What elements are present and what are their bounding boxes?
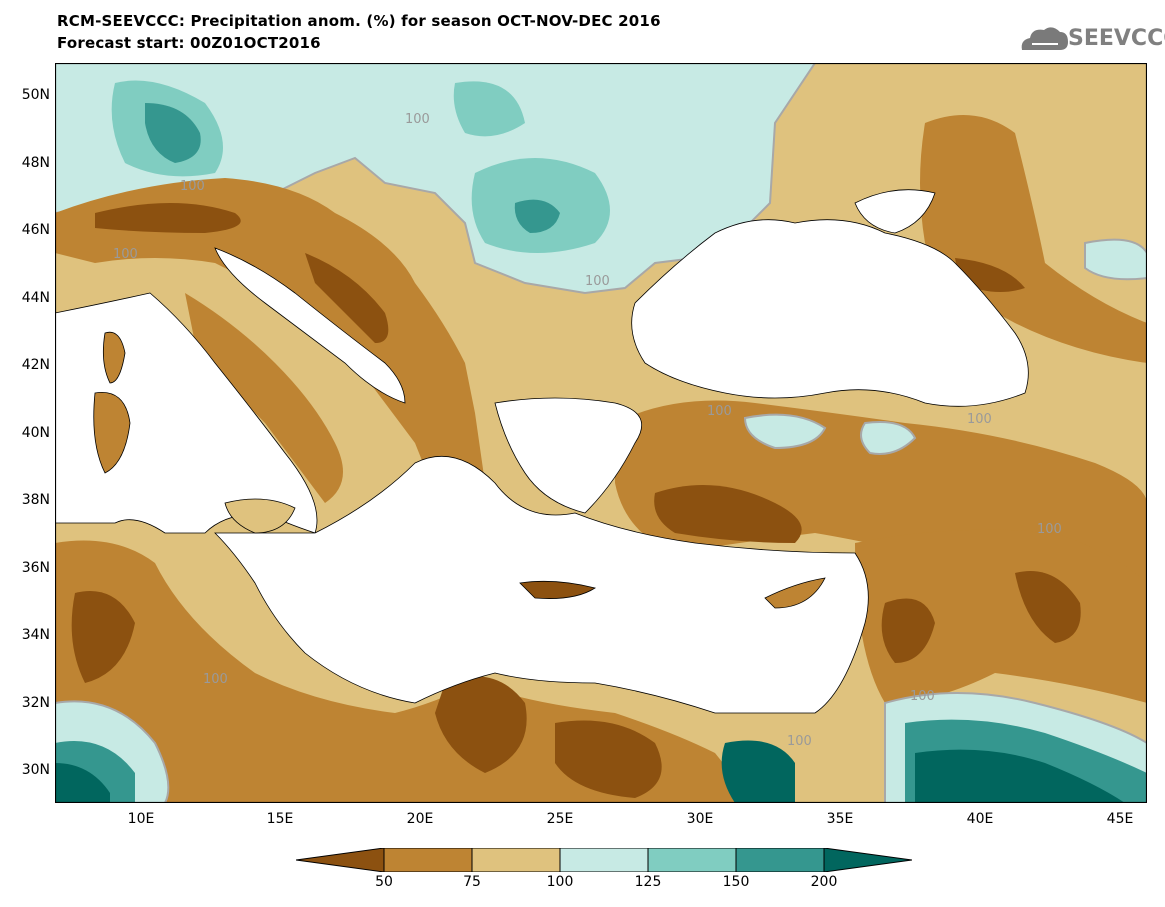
island-corsica	[102, 331, 126, 384]
lon-label: 40E	[966, 811, 994, 827]
contour-label: 100	[787, 734, 812, 749]
island-cyprus	[764, 577, 826, 609]
colorbar-seg-0	[296, 848, 385, 872]
lon-label: 20E	[406, 811, 434, 827]
lat-label: 42N	[21, 357, 50, 373]
contour-label: 100	[910, 689, 935, 704]
colorbar-seg-3	[559, 848, 649, 872]
region-150-200-north	[145, 103, 201, 163]
lat-label: 50N	[21, 87, 50, 103]
region-gt200-se	[915, 749, 1125, 803]
forecast-start: Forecast start: 00Z01OCT2016	[57, 34, 321, 52]
contour-label: 100	[203, 672, 228, 687]
region-50-75-levant	[855, 529, 1147, 703]
contour-label: 100	[113, 247, 138, 262]
sea-aegean	[494, 397, 643, 514]
cloud-icon	[1021, 27, 1068, 50]
region-125-150-ne	[453, 81, 525, 137]
contour-label: 100	[585, 274, 610, 289]
lon-label: 30E	[686, 811, 714, 827]
colorbar-label: 100	[546, 874, 574, 890]
region-gt200-sw	[55, 763, 110, 803]
contour-label: 100	[180, 179, 205, 194]
logo-text: SEEVCCC	[1068, 26, 1165, 51]
region-lt50-levant	[881, 598, 935, 663]
colorbar-label: 150	[722, 874, 750, 890]
colorbar-seg-2	[471, 848, 561, 872]
lat-label: 38N	[21, 492, 50, 508]
contour-label: 100	[1037, 522, 1062, 537]
region-lt50-turkey	[654, 485, 802, 543]
region-50-75-italy	[185, 293, 343, 503]
colorbar-seg-6	[823, 848, 912, 872]
island-sicily	[224, 498, 296, 534]
contour-label: 100	[967, 412, 992, 427]
region-100-125-turkey-a	[743, 413, 827, 450]
region-lt50-libya	[435, 676, 527, 773]
lon-label: 15E	[266, 811, 294, 827]
sea-azov	[854, 189, 936, 234]
lat-label: 44N	[21, 290, 50, 306]
lon-label: 10E	[127, 811, 155, 827]
colorbar	[296, 848, 912, 872]
region-lt50-tunisia	[71, 591, 135, 683]
lon-label: 25E	[546, 811, 574, 827]
colorbar-seg-4	[647, 848, 737, 872]
colorbar-seg-5	[735, 848, 825, 872]
colorbar-label: 125	[634, 874, 662, 890]
region-50-75-alps	[55, 178, 495, 563]
sea-adriatic	[214, 247, 406, 404]
island-sardinia	[93, 391, 131, 474]
colorbar-label: 50	[375, 874, 393, 890]
lat-label: 36N	[21, 560, 50, 576]
lat-label: 48N	[21, 155, 50, 171]
map-frame	[55, 63, 1147, 803]
sea-black	[631, 219, 1029, 407]
lat-label: 46N	[21, 222, 50, 238]
region-lt50-egypt	[555, 720, 662, 798]
region-lt50-syria	[1015, 571, 1081, 643]
region-lt50-alps	[95, 203, 241, 233]
region-150-200-carpath	[514, 199, 560, 233]
region-gt200-egypt	[721, 740, 795, 803]
lon-label: 35E	[826, 811, 854, 827]
colorbar-label: 75	[463, 874, 481, 890]
region-50-75-russia	[920, 115, 1147, 363]
lon-label: 45E	[1106, 811, 1134, 827]
contour-labels: 100 100 100 100 100 100 100 100 100 100	[113, 112, 1062, 749]
colorbar-label: 200	[810, 874, 838, 890]
map-title: RCM-SEEVCCC: Precipitation anom. (%) for…	[57, 12, 661, 30]
lat-label: 32N	[21, 695, 50, 711]
lat-label: 34N	[21, 627, 50, 643]
island-crete	[519, 580, 596, 599]
region-lt50-dinaric	[305, 253, 389, 343]
contour-label: 100	[707, 404, 732, 419]
region-100-125-caucasus	[1084, 238, 1147, 281]
colorbar-seg-1	[383, 848, 473, 872]
region-100-125-turkey-b	[860, 421, 917, 455]
lat-label: 30N	[21, 762, 50, 778]
lat-label: 40N	[21, 425, 50, 441]
contour-label: 100	[405, 112, 430, 127]
precipitation-anomaly-map: 100 100 100 100 100 100 100 100 100 100	[55, 63, 1147, 803]
